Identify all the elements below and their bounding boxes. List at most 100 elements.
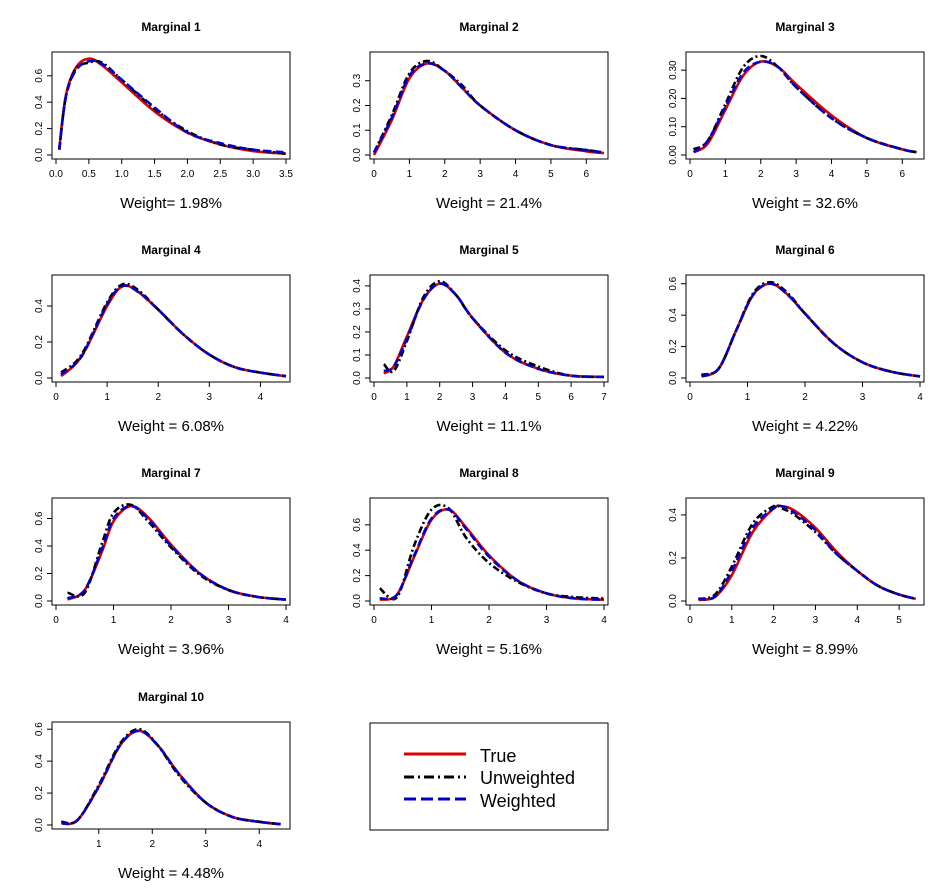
plot-frame: [369, 51, 609, 160]
y-tick-label: 0.20: [668, 88, 679, 108]
x-tick-label: 4: [854, 615, 860, 626]
series-line-unweighted: [57, 59, 287, 155]
x-tick-label: 1.0: [115, 169, 129, 180]
series-line-weighted: [700, 282, 921, 378]
x-tick-label: 0: [687, 169, 693, 180]
x-tick-label: 6: [584, 169, 590, 180]
panel-title: Marginal 3: [775, 20, 835, 34]
series-line-true: [57, 57, 287, 155]
panel-title: Marginal 4: [141, 243, 201, 257]
series-line-weighted: [61, 729, 281, 826]
x-tick-label: 4: [283, 615, 289, 626]
series-line-true: [698, 504, 917, 602]
series-line-weighted: [692, 60, 917, 154]
y-tick-label: 0.3: [352, 302, 363, 316]
y-tick-label: 0.6: [34, 511, 45, 525]
series-line-weighted: [66, 504, 287, 601]
weight-label: Weight= 1.98%: [120, 195, 222, 212]
x-tick-label: 0: [687, 392, 693, 403]
y-tick-label: 0.1: [352, 348, 363, 362]
panel-marginal-10: Marginal 10 1 2 3 4 0.0 0.2 0.4 0.6 Weight = 4.48…: [34, 690, 291, 882]
weight-label: Weight = 8.99%: [752, 641, 858, 658]
x-tick-label: 1: [404, 392, 410, 403]
x-tick-label: 1: [745, 392, 751, 403]
y-tick-label: 0.4: [34, 95, 45, 109]
y-tick-label: 0.0: [352, 148, 363, 162]
series-group: [60, 282, 287, 378]
series-group: [692, 54, 917, 154]
x-tick-label: 6: [900, 169, 906, 180]
x-tick-label: 3: [207, 392, 213, 403]
x-tick-label: 1: [104, 392, 110, 403]
x-tick-label: 1: [729, 615, 735, 626]
x-tick-label: 2: [168, 615, 174, 626]
x-tick-label: 2: [442, 169, 448, 180]
series-group: [378, 503, 605, 602]
panel-title: Marginal 5: [459, 243, 519, 257]
x-tick-label: 0: [371, 392, 377, 403]
y-tick-label: 0.4: [352, 279, 363, 293]
y-tick-label: 0.0: [668, 594, 679, 608]
panel-marginal-5: Marginal 5 0 1 2 3 4 5 6 7 0.0 0.1 0.2 0.3 0.4 Weight …: [352, 243, 609, 435]
series-line-true: [60, 284, 287, 378]
y-tick-label: 0.0: [34, 818, 45, 832]
x-tick-label: 3.0: [246, 169, 260, 180]
x-tick-label: 0: [371, 615, 377, 626]
y-tick-label: 0.00: [668, 145, 679, 165]
y-tick-label: 0.6: [668, 276, 679, 290]
plot-frame: [685, 51, 925, 160]
x-tick-label: 5: [864, 169, 870, 180]
weight-label: Weight = 32.6%: [752, 195, 858, 212]
x-tick-label: 1: [111, 615, 117, 626]
x-tick-label: 4: [917, 392, 923, 403]
series-line-unweighted: [61, 727, 281, 826]
x-tick-label: 1: [429, 615, 435, 626]
series-group: [61, 727, 281, 826]
series-line-weighted: [698, 504, 917, 601]
x-tick-label: 4: [829, 169, 835, 180]
series-line-true: [700, 282, 921, 378]
series-group: [372, 59, 605, 156]
y-tick-label: 0.2: [352, 325, 363, 339]
x-tick-label: 5: [536, 392, 542, 403]
panel-marginal-4: Marginal 4 0 1 2 3 4 0.0 0.2 0.4 Weight = 6.08%: [34, 243, 291, 435]
x-tick-label: 3: [544, 615, 550, 626]
weight-label: Weight = 6.08%: [118, 418, 224, 435]
x-tick-label: 4: [601, 615, 607, 626]
plot-frame: [51, 274, 291, 383]
legend: True Unweighted Weighted: [369, 722, 609, 831]
series-group: [57, 57, 287, 155]
x-tick-label: 3: [860, 392, 866, 403]
plot-frame: [369, 497, 609, 606]
series-group: [700, 280, 921, 378]
y-tick-label: 0.30: [668, 60, 679, 80]
x-tick-label: 3.5: [279, 169, 293, 180]
x-tick-label: 3: [470, 392, 476, 403]
x-tick-label: 3: [793, 169, 799, 180]
x-tick-label: 2: [758, 169, 764, 180]
y-tick-label: 0.0: [34, 371, 45, 385]
x-tick-label: 0: [371, 169, 377, 180]
y-tick-label: 0.2: [34, 121, 45, 135]
series-line-weighted: [60, 284, 287, 378]
x-tick-label: 4: [513, 169, 519, 180]
y-tick-label: 0.2: [34, 566, 45, 580]
x-tick-label: 5: [548, 169, 554, 180]
legend-label-unweighted: Unweighted: [480, 768, 575, 788]
y-tick-label: 0.3: [352, 73, 363, 87]
panel-marginal-3: Marginal 3 0 1 2 3 4 5 6 0.00 0.10 0.20 0.30 Weight …: [668, 20, 925, 212]
y-tick-label: 0.0: [352, 371, 363, 385]
series-group: [66, 503, 287, 601]
panel-title: Marginal 7: [141, 466, 201, 480]
y-tick-label: 0.0: [668, 371, 679, 385]
panel-title: Marginal 2: [459, 20, 519, 34]
x-tick-label: 1: [407, 169, 413, 180]
series-line-unweighted: [372, 59, 605, 154]
legend-label-weighted: Weighted: [480, 791, 556, 811]
x-tick-label: 4: [503, 392, 509, 403]
x-tick-label: 3: [203, 839, 209, 850]
y-tick-label: 0.2: [34, 786, 45, 800]
plot-frame: [51, 51, 291, 160]
panel-title: Marginal 10: [138, 690, 204, 704]
